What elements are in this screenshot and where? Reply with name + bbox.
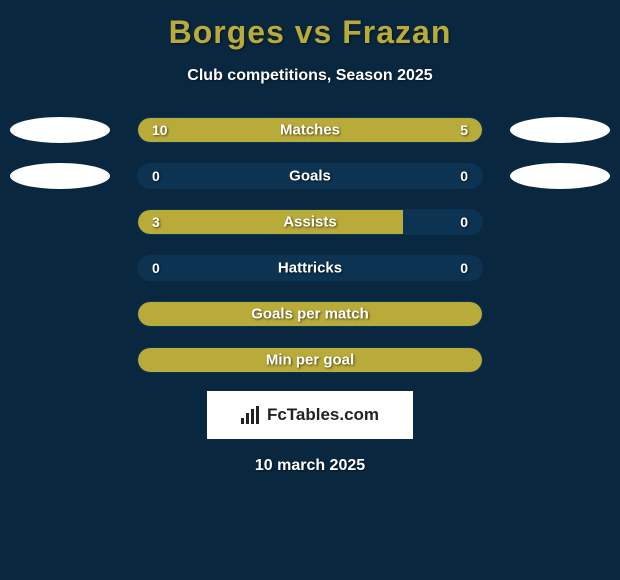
stat-value-right: 0 bbox=[460, 260, 468, 276]
spacer-right bbox=[510, 301, 610, 327]
stat-bar-track: Goals per match bbox=[137, 301, 483, 327]
stat-value-left: 3 bbox=[152, 214, 160, 230]
player-oval-left bbox=[10, 163, 110, 189]
stat-label: Assists bbox=[283, 214, 336, 231]
spacer-left bbox=[10, 209, 110, 235]
stat-bar-track: 0 Hattricks 0 bbox=[137, 255, 483, 281]
player-oval-left bbox=[10, 117, 110, 143]
player-oval-right bbox=[510, 163, 610, 189]
player-oval-right bbox=[510, 117, 610, 143]
subtitle: Club competitions, Season 2025 bbox=[187, 67, 432, 85]
spacer-left bbox=[10, 347, 110, 373]
stat-label: Goals per match bbox=[251, 306, 369, 323]
spacer-right bbox=[510, 255, 610, 281]
stat-bar-track: 0 Goals 0 bbox=[137, 163, 483, 189]
spacer-right bbox=[510, 347, 610, 373]
stat-row: Min per goal bbox=[10, 347, 610, 373]
spacer-left bbox=[10, 301, 110, 327]
stat-row: 3 Assists 0 bbox=[10, 209, 610, 235]
stat-value-left: 0 bbox=[152, 168, 160, 184]
stat-label: Min per goal bbox=[266, 352, 354, 369]
stat-bar-track: Min per goal bbox=[137, 347, 483, 373]
stat-value-right: 0 bbox=[460, 168, 468, 184]
stat-row: 10 Matches 5 bbox=[10, 117, 610, 143]
stat-row: 0 Goals 0 bbox=[10, 163, 610, 189]
stat-bar-track: 10 Matches 5 bbox=[137, 117, 483, 143]
stat-label: Hattricks bbox=[278, 260, 342, 277]
stat-value-left: 0 bbox=[152, 260, 160, 276]
logo-text: FcTables.com bbox=[267, 405, 379, 425]
stat-bar-fill-left bbox=[138, 210, 403, 234]
bar-chart-icon bbox=[241, 406, 261, 424]
page-title: Borges vs Frazan bbox=[169, 14, 452, 51]
stat-value-left: 10 bbox=[152, 122, 168, 138]
stat-rows: 10 Matches 5 0 Goals 0 3 Assists 0 0 Hattricks 0 Goa… bbox=[0, 117, 620, 373]
stat-row: Goals per match bbox=[10, 301, 610, 327]
stat-value-right: 0 bbox=[460, 214, 468, 230]
stat-row: 0 Hattricks 0 bbox=[10, 255, 610, 281]
logo-box: FcTables.com bbox=[207, 391, 413, 439]
stat-bar-track: 3 Assists 0 bbox=[137, 209, 483, 235]
comparison-infographic: Borges vs Frazan Club competitions, Seas… bbox=[0, 0, 620, 580]
spacer-left bbox=[10, 255, 110, 281]
stat-label: Matches bbox=[280, 122, 340, 139]
date-label: 10 march 2025 bbox=[255, 457, 365, 475]
stat-value-right: 5 bbox=[460, 122, 468, 138]
stat-label: Goals bbox=[289, 168, 331, 185]
spacer-right bbox=[510, 209, 610, 235]
